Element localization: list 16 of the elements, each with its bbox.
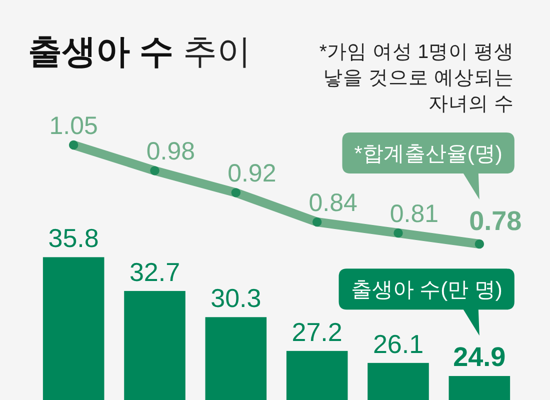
data-label: 0.84: [308, 189, 358, 217]
data-label: 1.05: [49, 112, 98, 140]
data-label: 27.2: [292, 316, 342, 347]
data-label: 30.3: [210, 283, 262, 314]
data-label: 35.8: [48, 223, 99, 254]
data-label: 0.78: [469, 206, 522, 236]
text: *가임 여성 1명이 평생 낳을 것으로 예상되는 자녀의 수: [319, 41, 514, 115]
data-label: 32.7: [129, 256, 180, 287]
data-label: 0.81: [390, 200, 439, 228]
data-label: 26.1: [372, 328, 424, 359]
chart-title: 출생아 수 추이: [28, 33, 251, 71]
data-label: 24.9: [453, 342, 506, 372]
data-label: 0.92: [228, 160, 276, 188]
data-label: 0.98: [146, 138, 196, 166]
text: 출생아 수(만 명): [350, 278, 502, 302]
text: *합계출산율(명): [354, 142, 502, 166]
